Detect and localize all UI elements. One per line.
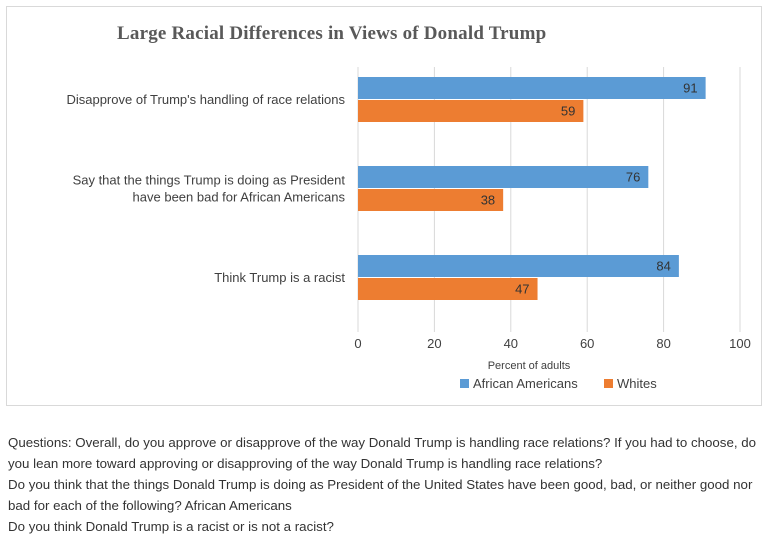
x-tick-label: 40 <box>504 336 518 351</box>
x-tick-label: 80 <box>656 336 670 351</box>
data-label: 38 <box>481 193 495 208</box>
legend-swatch-african-americans <box>460 379 469 388</box>
category-label: Say that the things Trump is doing as Pr… <box>73 173 346 188</box>
note-question-1: Questions: Overall, do you approve or di… <box>8 435 757 471</box>
x-tick-label: 0 <box>354 336 361 351</box>
bar-african-americans <box>358 166 649 188</box>
category-label: Think Trump is a racist <box>214 270 345 285</box>
category-label: have been bad for African Americans <box>133 190 346 205</box>
bar-chart: 0 20 40 60 80 100 91 76 84 59 38 47 Disapprove of Tr… <box>66 67 751 391</box>
x-tick-label: 100 <box>729 336 751 351</box>
bar-whites <box>358 278 538 300</box>
legend-swatch-whites <box>604 379 613 388</box>
x-tick-label: 60 <box>580 336 594 351</box>
note-question-3: Do you think Donald Trump is a racist or… <box>8 519 334 534</box>
x-tick-label: 20 <box>427 336 441 351</box>
x-axis-title: Percent of adults <box>488 360 571 372</box>
category-label: Disapprove of Trump's handling of race r… <box>66 92 345 107</box>
data-label: 84 <box>656 259 670 274</box>
data-label: 91 <box>683 81 697 96</box>
chart-container: Large Racial Differences in Views of Don… <box>6 6 762 406</box>
bar-whites <box>358 100 584 122</box>
data-label: 47 <box>515 282 529 297</box>
data-label: 76 <box>626 170 640 185</box>
legend-label: Whites <box>617 376 657 391</box>
question-notes: Questions: Overall, do you approve or di… <box>8 432 760 537</box>
bar-african-americans <box>358 77 706 99</box>
chart-title: Large Racial Differences in Views of Don… <box>117 23 547 44</box>
bar-whites <box>358 189 504 211</box>
data-label: 59 <box>561 104 575 119</box>
note-question-2: Do you think that the things Donald Trum… <box>8 477 753 513</box>
bar-african-americans <box>358 255 679 277</box>
legend-label: African Americans <box>473 376 578 391</box>
